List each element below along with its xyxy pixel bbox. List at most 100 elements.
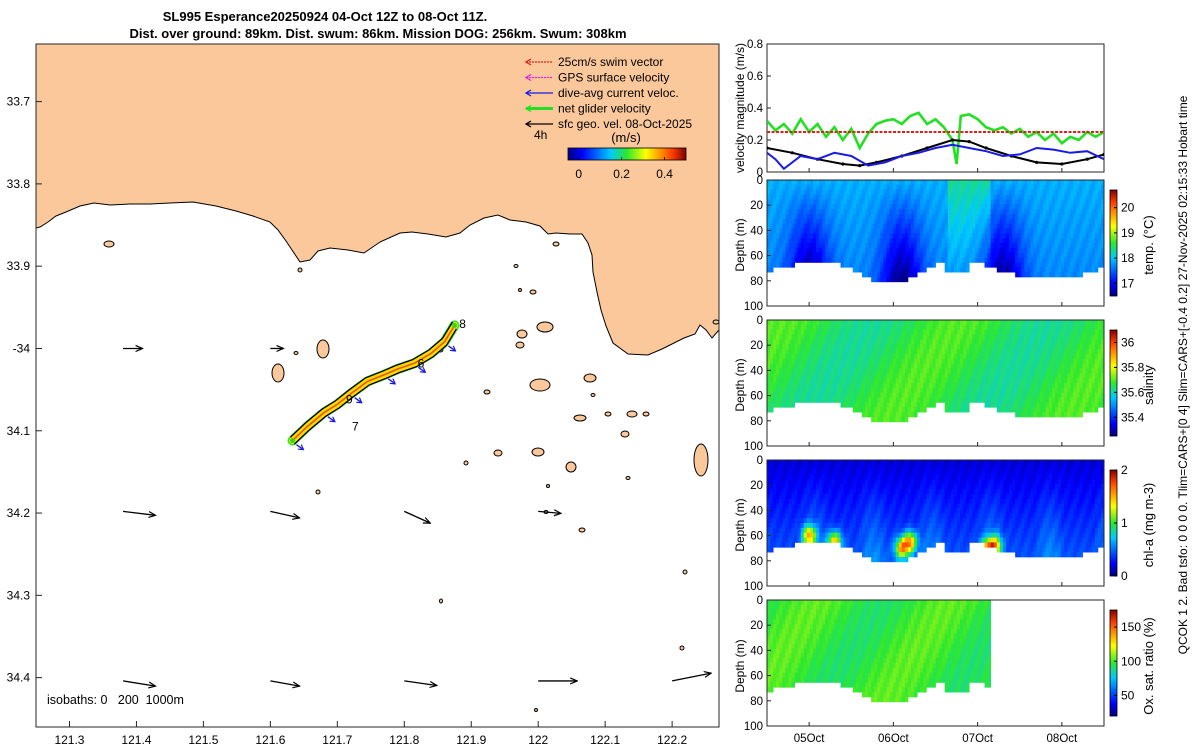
section-cell — [797, 243, 802, 249]
section-cell — [782, 363, 786, 369]
section-cell — [963, 228, 967, 234]
section-cell — [791, 204, 795, 210]
section-cell — [852, 189, 857, 195]
section-cell — [901, 223, 906, 229]
section-cell — [960, 339, 964, 345]
section-cell — [843, 498, 848, 505]
section-cell — [880, 247, 884, 254]
section-cell — [987, 363, 992, 369]
section-cell — [837, 213, 841, 220]
section-cell — [865, 493, 869, 500]
section-cell — [963, 329, 967, 335]
section-cell — [855, 344, 860, 350]
section-cell — [865, 402, 869, 408]
section-cell — [935, 320, 939, 326]
section-cell — [767, 247, 771, 254]
section-cell — [963, 397, 967, 403]
section-cell — [1027, 247, 1031, 254]
section-cell — [865, 272, 869, 278]
section-cell — [1051, 368, 1056, 374]
section-cell — [1054, 383, 1059, 389]
section-cell — [1005, 324, 1010, 331]
section-cell — [1076, 412, 1080, 418]
section-cell — [1061, 344, 1065, 350]
section-cell — [935, 373, 939, 379]
salinity-ylabel: Depth (m) — [733, 358, 747, 411]
section-cell — [950, 387, 955, 394]
section-cell — [886, 213, 890, 220]
section-cell — [907, 233, 912, 239]
section-cell — [886, 402, 890, 408]
section-cell — [1076, 329, 1080, 335]
section-cell — [1064, 344, 1068, 350]
section-cell — [929, 184, 933, 191]
section-cell — [944, 189, 949, 195]
section-cell — [1079, 252, 1083, 258]
section-cell — [920, 320, 924, 326]
section-cell — [819, 320, 823, 326]
section-cell — [782, 252, 786, 258]
section-cell — [803, 368, 808, 374]
section-cell — [914, 262, 918, 268]
section-cell — [892, 339, 897, 345]
section-cell — [999, 373, 1004, 379]
section-cell — [816, 527, 820, 534]
section-cell — [1085, 397, 1090, 403]
section-cell — [1030, 324, 1034, 331]
section-cell — [773, 392, 777, 398]
section-cell — [822, 373, 826, 379]
section-cell — [865, 257, 869, 263]
section-cell — [797, 213, 802, 220]
section-cell — [926, 238, 930, 244]
section-cell — [984, 339, 988, 345]
section-cell — [923, 344, 927, 350]
section-cell — [877, 397, 881, 403]
section-cell — [1045, 213, 1050, 220]
section-cell — [849, 218, 854, 225]
section-cell — [871, 353, 875, 360]
section-cell — [825, 469, 829, 475]
section-cell — [923, 213, 927, 220]
section-cell — [1073, 223, 1077, 229]
section-cell — [950, 402, 955, 408]
section-cell — [776, 518, 780, 524]
section-cell — [1030, 329, 1034, 335]
section-cell — [1030, 320, 1034, 326]
section-cell — [809, 532, 814, 538]
section-cell — [1048, 272, 1053, 278]
section-cell — [1009, 243, 1013, 249]
section-cell — [825, 238, 829, 244]
section-cell — [1061, 204, 1065, 210]
section-cell — [874, 387, 878, 394]
section-cell — [984, 223, 988, 229]
section-cell — [871, 358, 875, 365]
section-cell — [1076, 344, 1080, 350]
section-cell — [776, 199, 780, 205]
section-cell — [901, 387, 906, 394]
section-cell — [1015, 218, 1019, 225]
section-cell — [776, 223, 780, 229]
section-cell — [812, 199, 817, 205]
section-cell — [1061, 383, 1065, 389]
section-cell — [877, 392, 881, 398]
section-cell — [972, 320, 976, 326]
section-cell — [941, 378, 946, 384]
section-cell — [852, 243, 857, 249]
section-cell — [969, 228, 973, 234]
section-cell — [917, 368, 921, 374]
section-cell — [981, 363, 985, 369]
section-cell — [1058, 378, 1062, 384]
section-cell — [865, 460, 869, 466]
section-cell — [984, 180, 988, 186]
section-cell — [889, 368, 894, 374]
section-cell — [788, 334, 792, 340]
section-cell — [1064, 194, 1068, 200]
section-cell — [880, 383, 884, 389]
section-cell — [910, 243, 915, 249]
section-cell — [883, 204, 887, 210]
section-cell — [904, 368, 909, 374]
section-cell — [794, 397, 799, 403]
section-cell — [1088, 267, 1093, 273]
section-cell — [1045, 218, 1050, 225]
section-cell — [984, 228, 988, 234]
